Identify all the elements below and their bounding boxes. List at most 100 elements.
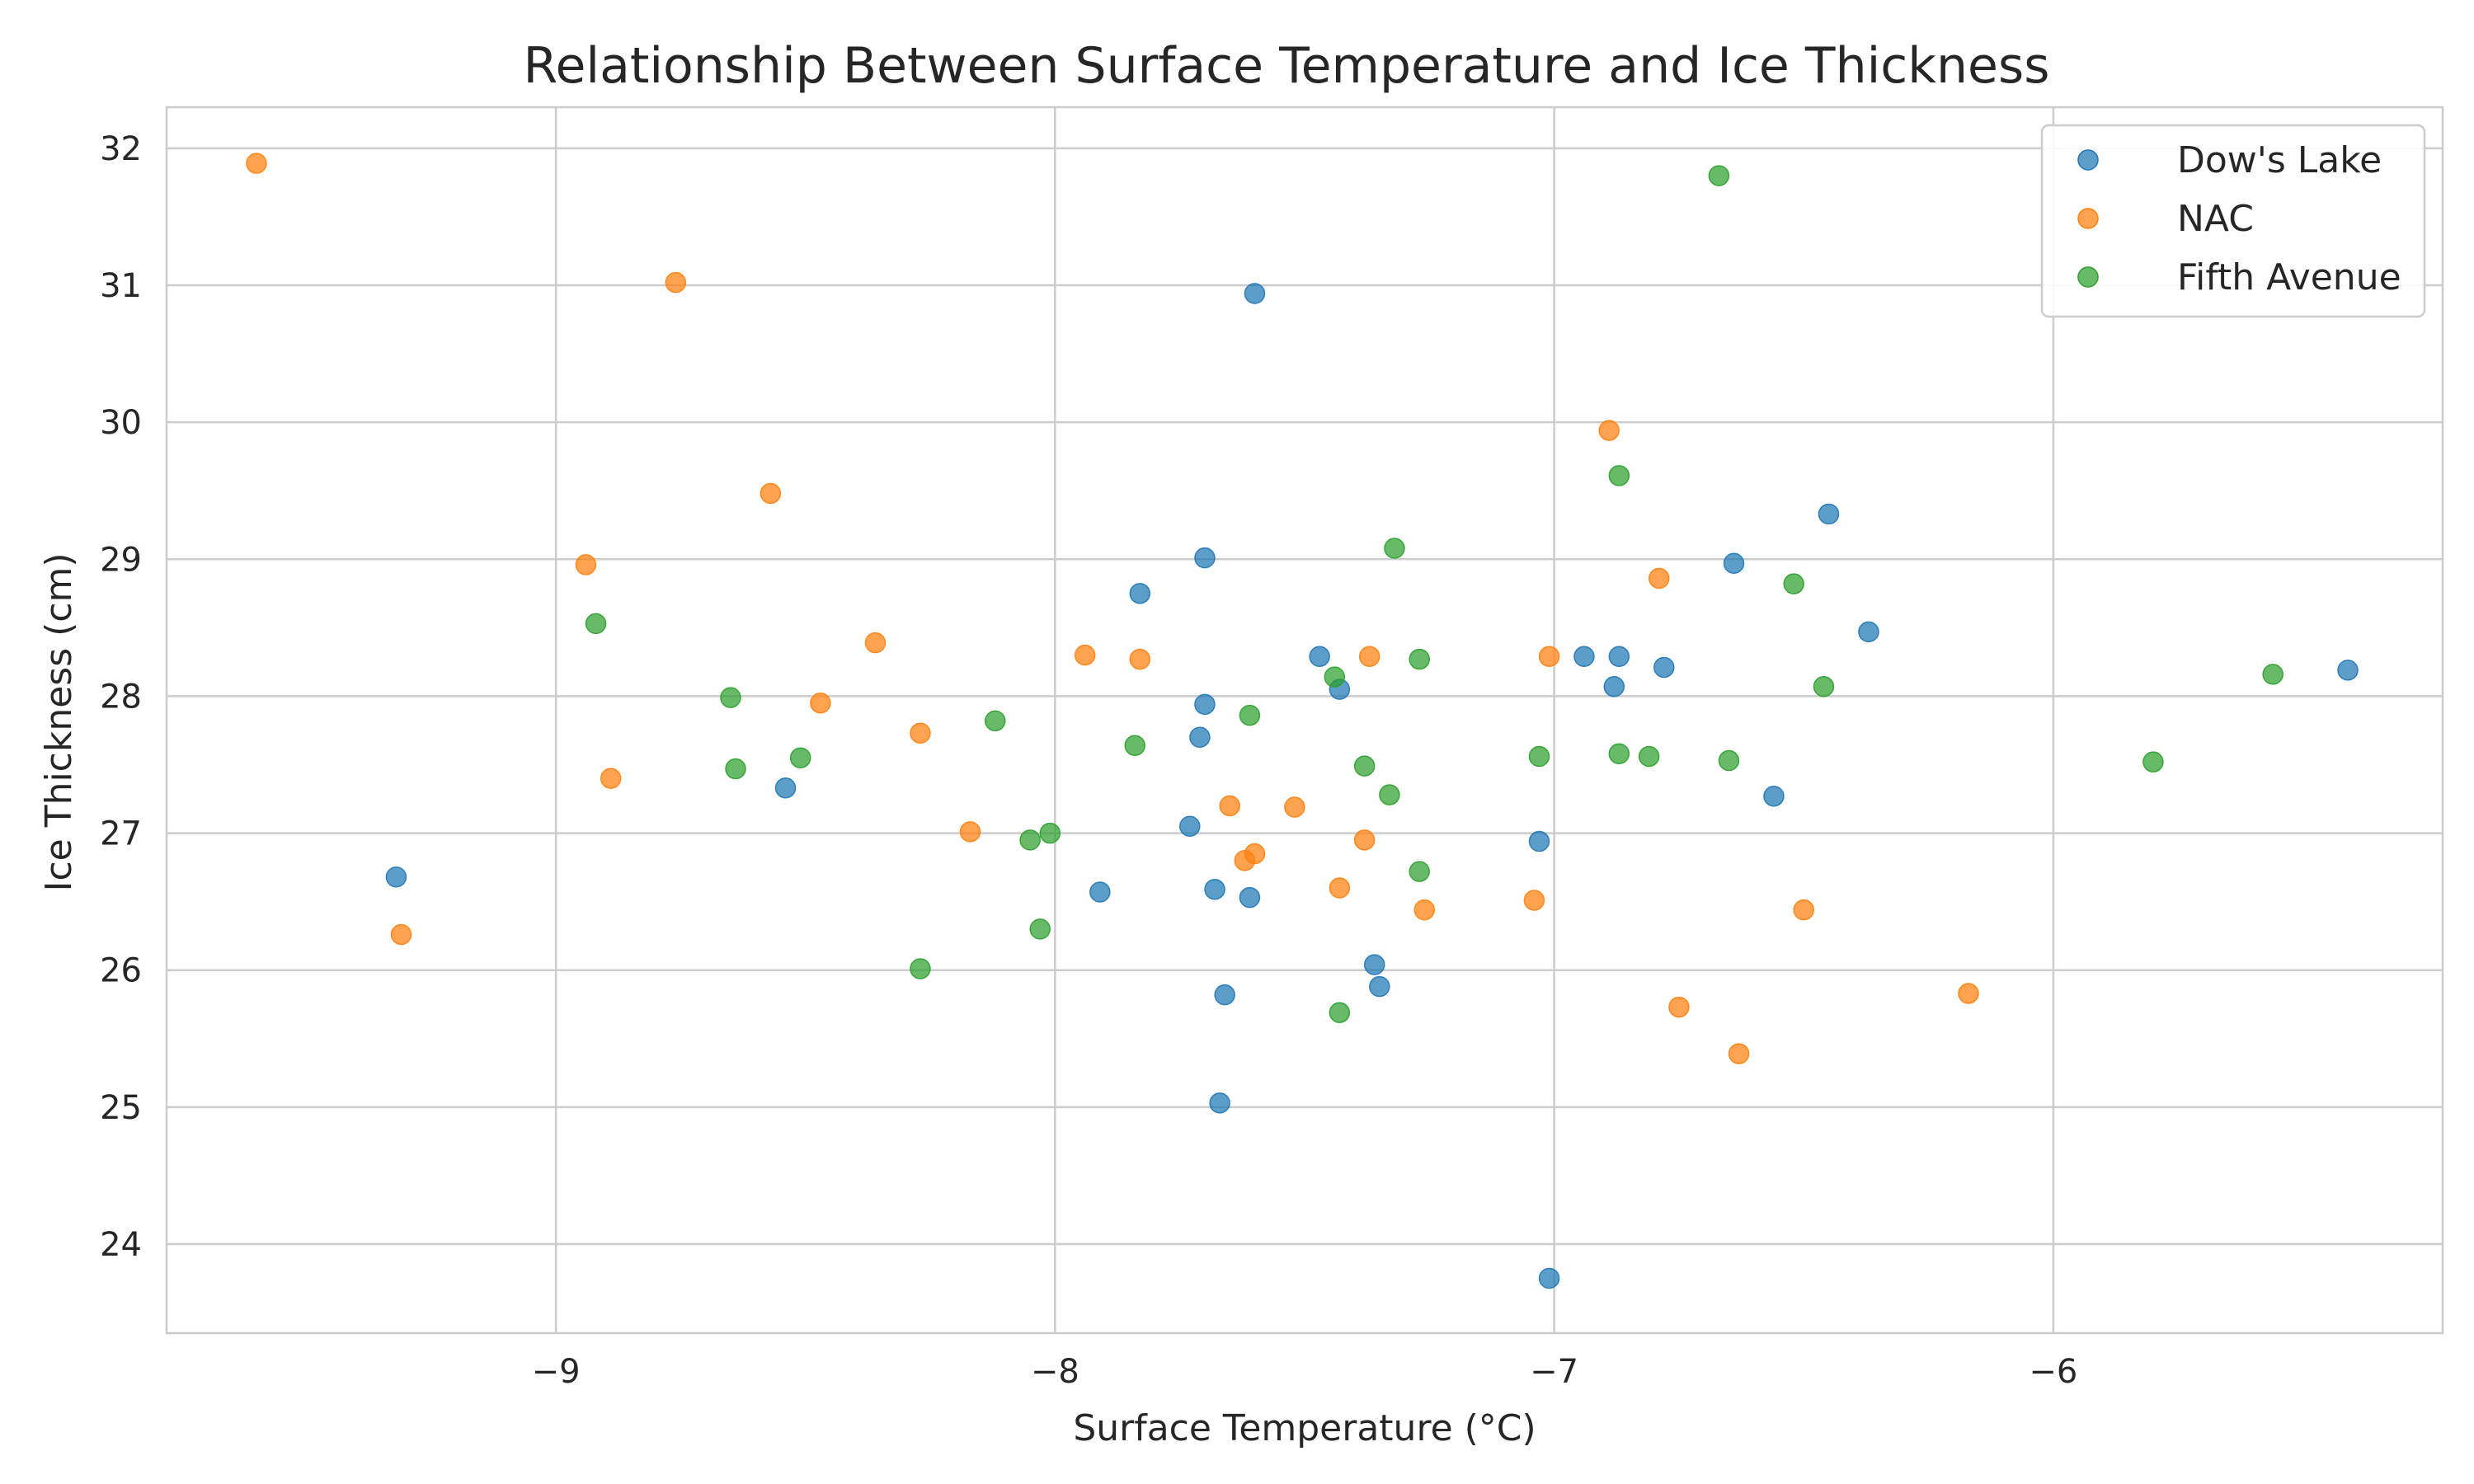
data-point <box>1129 648 1151 670</box>
data-point <box>1708 165 1730 186</box>
y-tick-label: 32 <box>100 130 142 168</box>
data-point <box>1409 648 1430 670</box>
data-point <box>1528 745 1550 768</box>
data-point <box>2142 751 2164 773</box>
data-point <box>1384 538 1405 559</box>
data-point <box>1239 704 1261 726</box>
data-point <box>1194 693 1216 716</box>
data-point <box>864 632 887 654</box>
data-point <box>810 692 831 714</box>
data-point <box>1129 583 1151 604</box>
plot-frame <box>165 106 2444 1335</box>
y-axis-ticks: 24 25 26 27 28 29 30 31 32 <box>100 130 142 1264</box>
data-point <box>1523 890 1545 911</box>
data-point <box>1813 676 1835 697</box>
data-point <box>246 153 267 174</box>
legend-marker <box>2077 149 2099 171</box>
data-point <box>1638 745 1660 768</box>
data-point <box>1718 749 1740 772</box>
data-point <box>1329 1002 1351 1023</box>
data-point <box>1653 656 1675 679</box>
x-axis-label: Surface Temperature (°C) <box>1073 1407 1536 1449</box>
data-point <box>1413 899 1436 921</box>
data-point <box>1284 796 1305 818</box>
data-point <box>1608 743 1630 764</box>
y-tick-label: 28 <box>100 678 142 716</box>
legend-label: NAC <box>2177 198 2254 240</box>
chart-title: Relationship Between Surface Temperature… <box>524 37 2050 95</box>
data-point <box>1209 1092 1230 1114</box>
series-1 <box>246 153 1979 1064</box>
data-point <box>665 271 687 294</box>
data-point <box>1668 996 1690 1018</box>
x-tick-label: −8 <box>1031 1353 1079 1391</box>
data-point <box>1363 954 1385 975</box>
data-point <box>1358 646 1380 667</box>
data-point <box>1728 1043 1750 1064</box>
data-point <box>1958 983 1979 1004</box>
data-point <box>1379 784 1400 805</box>
data-point <box>720 687 741 708</box>
data-point <box>1189 726 1211 749</box>
legend-label: Fifth Avenue <box>2177 256 2401 298</box>
legend-box <box>2040 124 2426 318</box>
data-point <box>1179 815 1201 838</box>
data-point <box>390 923 412 946</box>
x-axis-ticks: −9 −8 −7 −6 <box>532 1353 2078 1391</box>
data-point <box>1244 283 1266 304</box>
data-point <box>774 777 797 799</box>
data-point <box>1074 644 1096 666</box>
data-point <box>1858 621 1879 643</box>
series-2 <box>585 165 2284 1023</box>
data-point <box>2262 664 2284 685</box>
data-point <box>1019 829 1041 851</box>
data-point <box>1648 567 1670 589</box>
data-point <box>1818 503 1840 525</box>
x-tick-label: −7 <box>1530 1353 1578 1391</box>
data-point <box>910 958 931 979</box>
legend-marker <box>2077 208 2099 229</box>
data-point <box>1029 918 1051 940</box>
data-point <box>1723 552 1745 575</box>
data-point <box>789 747 811 768</box>
data-point <box>1089 881 1111 903</box>
data-point <box>1324 666 1346 688</box>
data-point <box>1538 1267 1560 1289</box>
data-point <box>1783 573 1804 594</box>
data-point <box>1793 899 1815 921</box>
data-point <box>984 710 1006 732</box>
y-tick-label: 24 <box>100 1226 142 1264</box>
data-point <box>385 866 407 888</box>
y-tick-label: 26 <box>100 952 142 990</box>
y-tick-label: 25 <box>100 1089 142 1127</box>
legend-marker <box>2077 266 2099 288</box>
data-point <box>1608 646 1630 667</box>
data-point <box>1309 646 1330 667</box>
data-points <box>246 153 2359 1289</box>
data-point <box>1244 843 1266 865</box>
data-point <box>1219 795 1240 817</box>
data-point <box>1204 878 1225 900</box>
data-point <box>1353 829 1376 851</box>
series-0 <box>385 283 2359 1289</box>
data-point <box>1763 785 1785 807</box>
data-point <box>1573 646 1595 667</box>
data-point <box>1528 830 1550 852</box>
data-point <box>959 821 981 843</box>
data-point <box>1194 547 1216 569</box>
data-point <box>1353 755 1376 777</box>
data-point <box>1603 676 1625 697</box>
y-tick-label: 29 <box>100 541 142 579</box>
data-point <box>1039 822 1061 844</box>
data-point <box>2337 660 2359 681</box>
data-point <box>1608 465 1630 486</box>
data-point <box>1409 861 1430 882</box>
y-axis-label: Ice Thickness (cm) <box>38 552 80 891</box>
legend: Dow's Lake NAC Fifth Avenue <box>2040 124 2426 318</box>
x-tick-label: −9 <box>532 1353 581 1391</box>
data-point <box>1598 420 1620 441</box>
data-point <box>1369 975 1390 998</box>
x-tick-label: −6 <box>2029 1353 2077 1391</box>
